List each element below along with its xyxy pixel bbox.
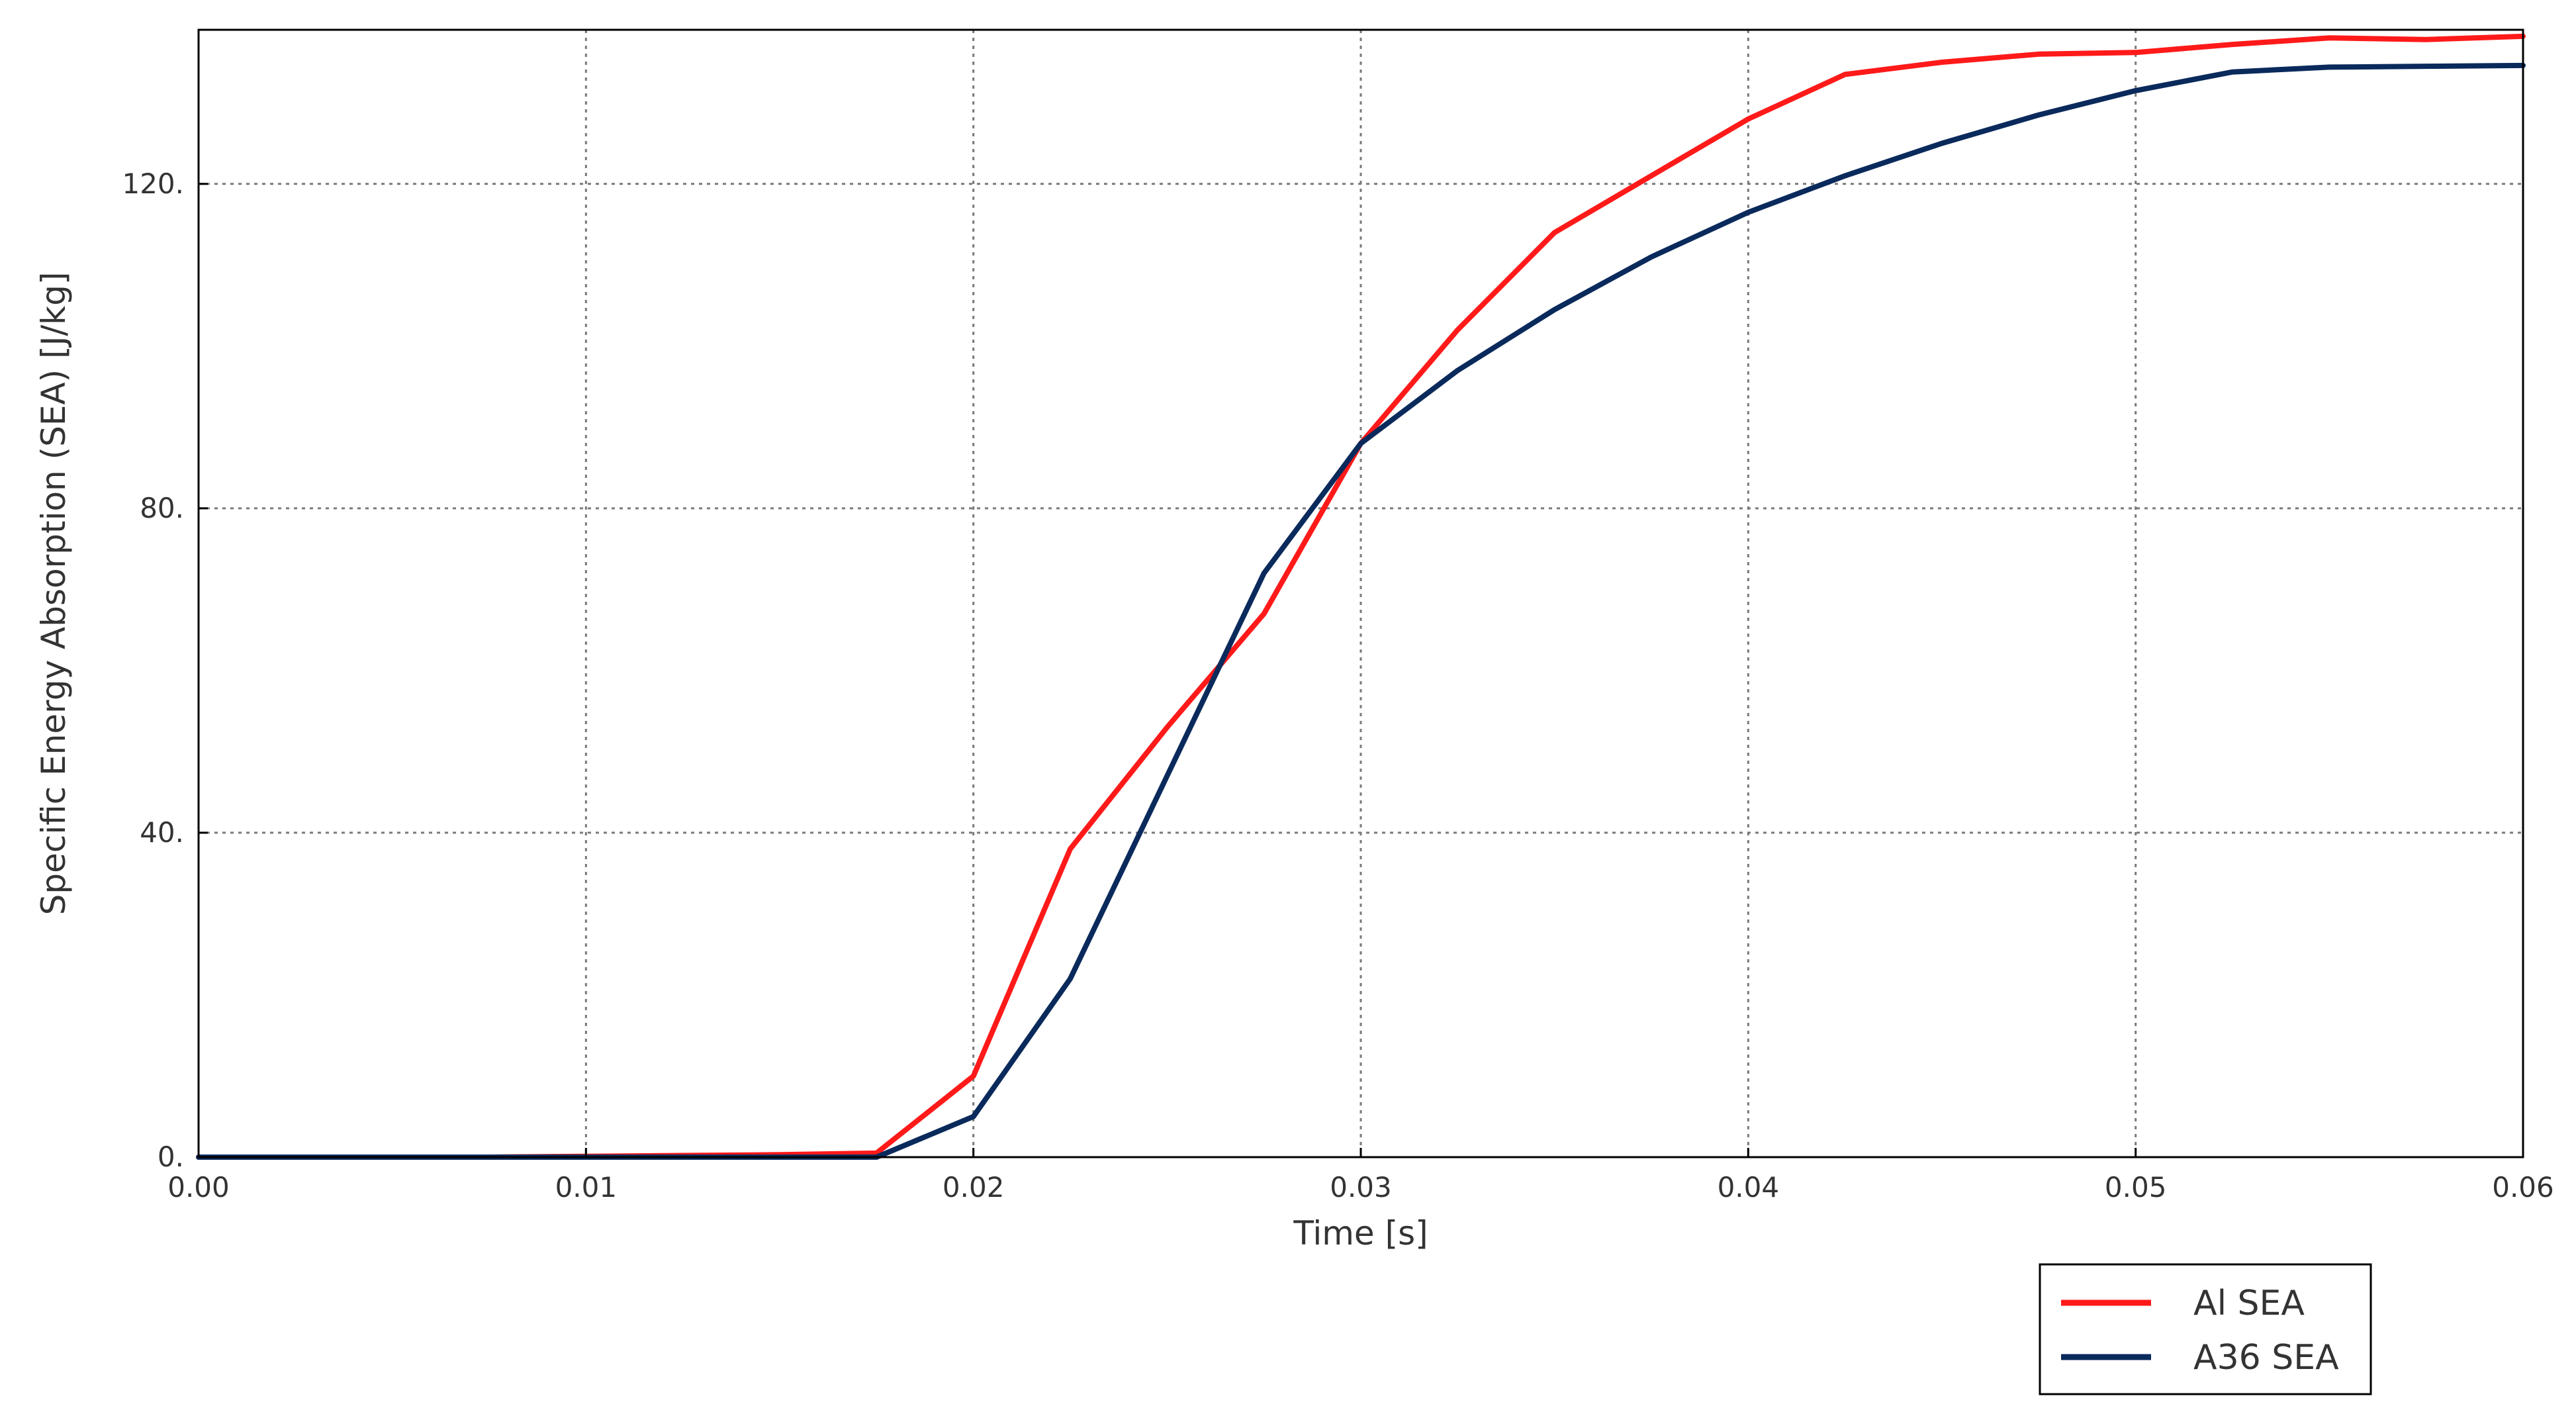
x-tick-label: 0.01	[555, 1171, 618, 1203]
x-tick-label: 0.06	[2492, 1171, 2554, 1203]
legend: Al SEA A36 SEA	[2039, 1263, 2372, 1395]
ticks: 0.00 0.01 0.02 0.03 0.04 0.05 0.06 0. 40. 80. 120.	[122, 167, 2553, 1203]
x-tick-label: 0.00	[167, 1171, 230, 1203]
x-tick-label: 0.05	[2105, 1171, 2167, 1203]
legend-label-a36-sea: A36 SEA	[2193, 1338, 2339, 1378]
y-axis-title: Specific Energy Absorption (SEA) [J/kg]	[34, 272, 73, 916]
x-tick-label: 0.02	[943, 1171, 1005, 1203]
x-axis-title: Time [s]	[1293, 1214, 1428, 1252]
x-tick-label: 0.03	[1330, 1171, 1392, 1203]
y-tick-label: 120.	[122, 167, 184, 200]
legend-label-al-sea: Al SEA	[2193, 1284, 2305, 1323]
y-tick-label: 0.	[158, 1141, 184, 1173]
y-tick-label: 80.	[140, 492, 184, 524]
y-tick-label: 40.	[140, 816, 184, 849]
grid	[199, 30, 2523, 1157]
legend-box	[2039, 1263, 2372, 1395]
x-tick-label: 0.04	[1718, 1171, 1780, 1203]
